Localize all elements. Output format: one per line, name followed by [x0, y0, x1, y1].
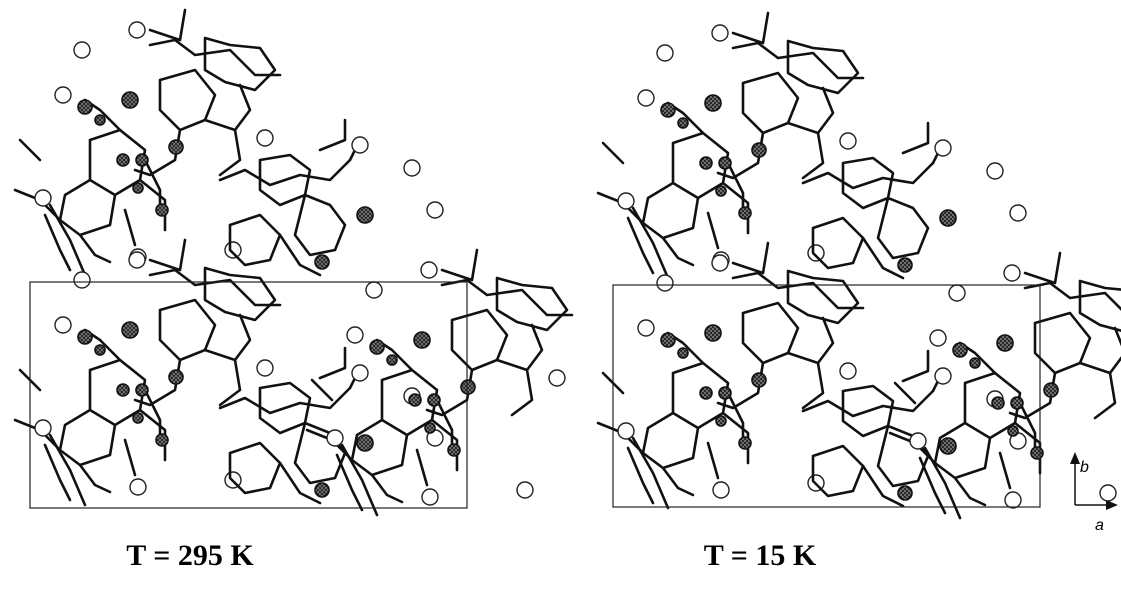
molecule-group — [598, 243, 863, 508]
figure: T = 295 K T = 15 K b a — [0, 0, 1121, 614]
axis-label: a — [1095, 517, 1104, 534]
unit-cell — [613, 285, 1040, 507]
molecule-group — [890, 253, 1121, 518]
molecule-group — [15, 10, 280, 275]
molecule-group — [15, 240, 280, 505]
axis-label: b — [1080, 459, 1089, 476]
arrowhead — [1070, 452, 1080, 464]
panel-label: T = 295 K — [126, 539, 254, 572]
structure-15k: T = 15 K — [598, 13, 1121, 572]
molecule-group — [307, 250, 572, 515]
arrowhead — [1106, 500, 1118, 510]
molecule-group — [598, 13, 863, 278]
panel-label: T = 15 K — [704, 539, 817, 572]
unit-cell — [30, 282, 467, 508]
molecule-group — [803, 123, 1026, 278]
molecule-group — [220, 120, 443, 275]
structure-295k: T = 295 K — [15, 10, 572, 572]
